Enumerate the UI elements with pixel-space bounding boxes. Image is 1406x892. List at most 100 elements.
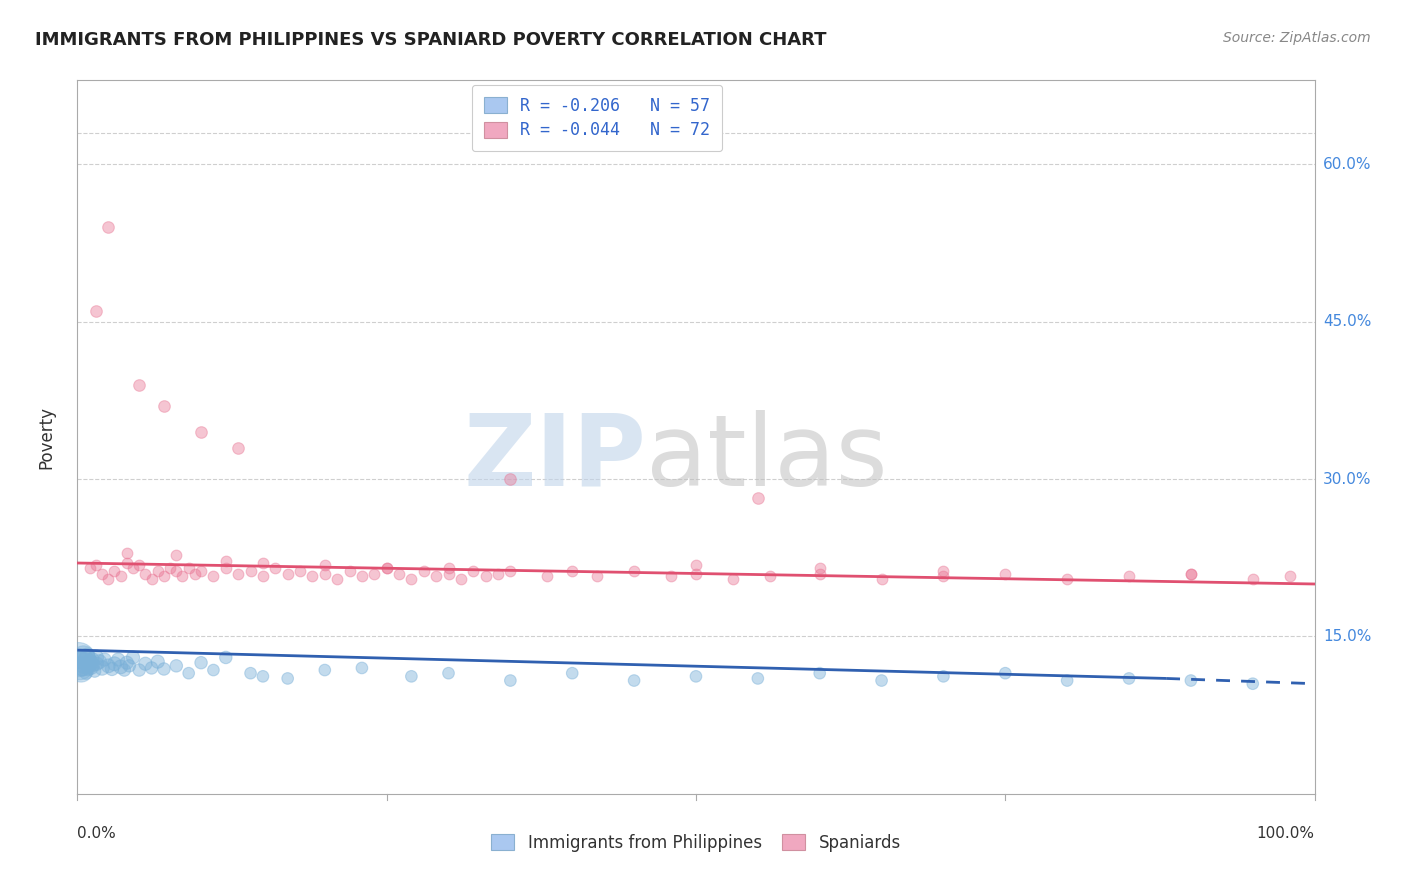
Point (1180, 673, 1202, 688)
Text: 0.0%: 0.0% (77, 826, 117, 841)
Point (97, 658, 120, 673)
Point (72, 650, 94, 665)
Text: IMMIGRANTS FROM PHILIPPINES VS SPANIARD POVERTY CORRELATION CHART: IMMIGRANTS FROM PHILIPPINES VS SPANIARD … (35, 31, 827, 49)
Point (72, 656, 94, 670)
Point (536, 568, 558, 582)
Point (75, 666, 97, 681)
Point (79, 656, 101, 670)
Text: Poverty: Poverty (38, 406, 55, 468)
Text: 100.0%: 100.0% (1257, 826, 1315, 841)
Point (103, 657, 125, 671)
Point (76, 648, 98, 663)
Point (110, 660, 132, 674)
Point (97, 220, 120, 235)
Point (70, 663, 93, 677)
Point (932, 568, 955, 582)
Point (165, 548, 187, 562)
Point (103, 565, 125, 579)
Point (1180, 566, 1202, 581)
Point (97, 572, 120, 586)
Point (808, 666, 831, 681)
Text: ZIP: ZIP (464, 410, 647, 507)
Point (141, 572, 163, 586)
Point (685, 558, 707, 573)
Point (89, 655, 111, 669)
Point (277, 566, 299, 581)
Point (1118, 568, 1140, 582)
Text: 15.0%: 15.0% (1323, 629, 1371, 644)
Point (314, 558, 336, 573)
Point (808, 566, 831, 581)
Point (252, 568, 274, 582)
Point (239, 666, 262, 681)
Point (79, 561, 101, 575)
Point (1118, 672, 1140, 686)
Point (177, 666, 200, 681)
Text: 30.0%: 30.0% (1323, 472, 1371, 486)
Point (93, 652, 115, 666)
Point (190, 656, 212, 670)
Point (1241, 572, 1264, 586)
Point (134, 566, 156, 581)
Point (84, 304, 107, 318)
Point (401, 669, 423, 683)
Point (437, 566, 460, 581)
Point (190, 425, 212, 439)
Point (252, 669, 274, 683)
Point (339, 565, 361, 579)
Point (1241, 676, 1264, 690)
Point (499, 673, 522, 688)
Point (808, 561, 831, 575)
Point (146, 565, 169, 579)
Point (146, 655, 169, 669)
Point (412, 565, 434, 579)
Point (86, 657, 108, 671)
Point (215, 554, 238, 568)
Point (326, 572, 349, 586)
Point (375, 561, 398, 575)
Point (165, 565, 187, 579)
Point (994, 666, 1017, 681)
Point (128, 663, 150, 677)
Point (1180, 566, 1202, 581)
Legend: Immigrants from Philippines, Spaniards: Immigrants from Philippines, Spaniards (482, 826, 910, 861)
Point (215, 561, 238, 575)
Point (202, 568, 225, 582)
Point (932, 669, 955, 683)
Point (486, 566, 509, 581)
Point (586, 568, 609, 582)
Point (112, 663, 135, 677)
Point (122, 650, 145, 665)
Point (561, 666, 583, 681)
Point (153, 399, 176, 413)
Point (499, 472, 522, 486)
Text: atlas: atlas (647, 410, 889, 507)
Point (83, 664, 105, 678)
Point (80, 660, 103, 674)
Point (77, 662, 100, 676)
Point (623, 673, 645, 688)
Point (721, 572, 744, 586)
Point (122, 561, 145, 575)
Point (118, 658, 141, 673)
Point (759, 568, 782, 582)
Point (72, 658, 94, 673)
Point (288, 565, 311, 579)
Point (134, 657, 156, 671)
Point (350, 661, 373, 675)
Point (69, 658, 91, 673)
Point (1056, 572, 1078, 586)
Point (301, 568, 323, 582)
Point (463, 565, 485, 579)
Point (84, 558, 107, 573)
Point (401, 572, 423, 586)
Point (623, 565, 645, 579)
Point (350, 568, 373, 582)
Point (1278, 568, 1301, 582)
Point (659, 568, 682, 582)
Point (141, 661, 163, 675)
Point (437, 666, 460, 681)
Point (226, 566, 249, 581)
Point (91, 566, 114, 581)
Point (73, 652, 96, 666)
